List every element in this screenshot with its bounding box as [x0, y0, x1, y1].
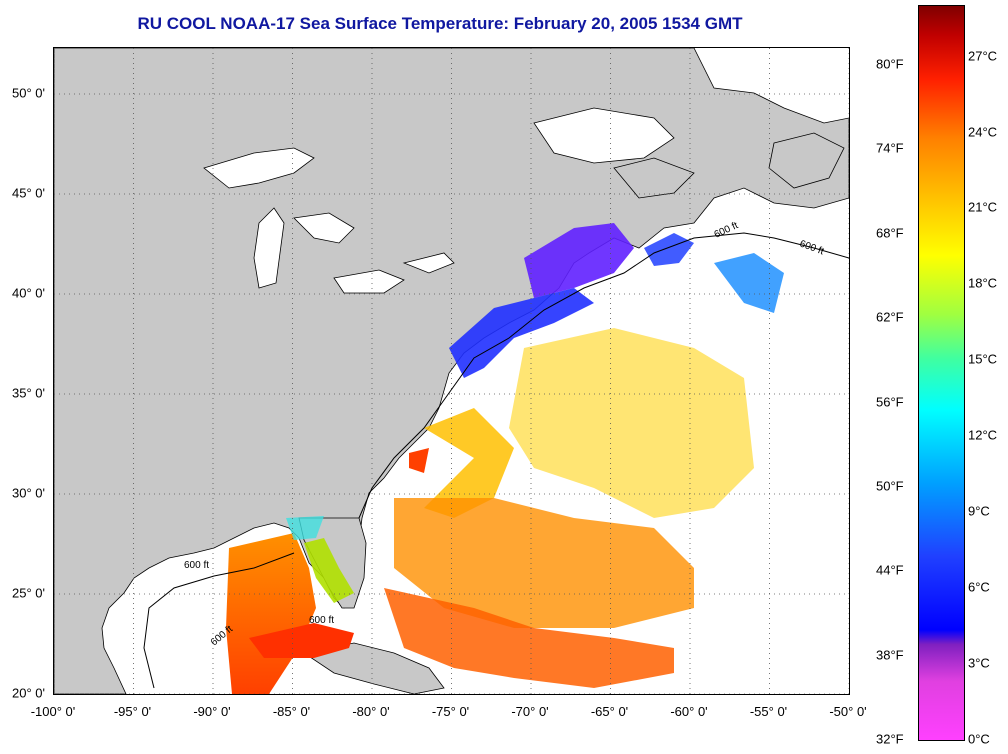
latitude-tick-label: 50° 0' — [12, 85, 45, 101]
fahrenheit-tick-label: 74°F — [876, 140, 904, 156]
longitude-tick-label: -65° 0' — [590, 704, 629, 719]
fahrenheit-tick-label: 80°F — [876, 56, 904, 72]
isobath-600ft — [143, 232, 849, 689]
longitude-tick-label: -85° 0' — [272, 704, 311, 719]
fahrenheit-tick-label: 68°F — [876, 225, 904, 241]
latitude-tick-label: 25° 0' — [12, 585, 45, 601]
celsius-tick-label: 27°C — [968, 48, 998, 64]
longitude-tick-label: -70° 0' — [511, 704, 549, 719]
latitude-tick-label: 35° 0' — [12, 385, 45, 401]
celsius-tick-label: 6°C — [968, 579, 990, 595]
fahrenheit-tick-label: 44°F — [876, 562, 904, 578]
celsius-tick-label: 24°C — [968, 124, 998, 140]
celsius-tick-label: 15°C — [968, 351, 998, 367]
fahrenheit-tick-label: 32°F — [876, 731, 904, 747]
latitude-tick-label: 45° 0' — [12, 185, 45, 201]
land-cuba — [302, 642, 445, 694]
latitude-tick-label: 20° 0' — [12, 685, 45, 701]
longitude-tick-label: -50° 0' — [829, 704, 867, 719]
latitude-tick-label: 40° 0' — [12, 285, 45, 301]
celsius-tick-label: 9°C — [968, 503, 990, 519]
longitude-tick-label: -55° 0' — [749, 704, 788, 719]
sst-map: 600 ft 600 ft 600 ft 600 ft 600 ft — [53, 47, 850, 695]
map-title: RU COOL NOAA-17 Sea Surface Temperature:… — [137, 14, 743, 33]
celsius-tick-label: 18°C — [968, 275, 998, 291]
celsius-tick-label: 3°C — [968, 655, 990, 671]
land-north-america — [54, 48, 849, 694]
land-maritimes — [613, 132, 845, 199]
fahrenheit-tick-label: 38°F — [876, 647, 904, 663]
celsius-tick-label: 0°C — [968, 731, 990, 747]
sst-data — [226, 223, 784, 694]
temperature-colorbar — [918, 5, 965, 741]
fahrenheit-tick-label: 62°F — [876, 309, 904, 325]
isobath-label: 600 ft — [184, 560, 209, 571]
latitude-tick-label: 30° 0' — [12, 485, 45, 501]
celsius-tick-label: 21°C — [968, 199, 998, 215]
longitude-tick-label: -60° 0' — [670, 704, 708, 719]
longitude-tick-label: -95° 0' — [113, 704, 152, 719]
longitude-tick-label: -90° 0' — [193, 704, 231, 719]
great-lakes — [203, 107, 675, 294]
fahrenheit-tick-label: 56°F — [876, 394, 904, 410]
map-canvas: 600 ft 600 ft 600 ft 600 ft 600 ft — [54, 48, 849, 694]
fahrenheit-tick-label: 50°F — [876, 478, 904, 494]
longitude-tick-label: -100° 0' — [30, 704, 76, 719]
longitude-tick-label: -80° 0' — [352, 704, 390, 719]
celsius-tick-label: 12°C — [968, 427, 998, 443]
longitude-tick-label: -75° 0' — [431, 704, 470, 719]
isobath-label: 600 ft — [309, 615, 334, 626]
